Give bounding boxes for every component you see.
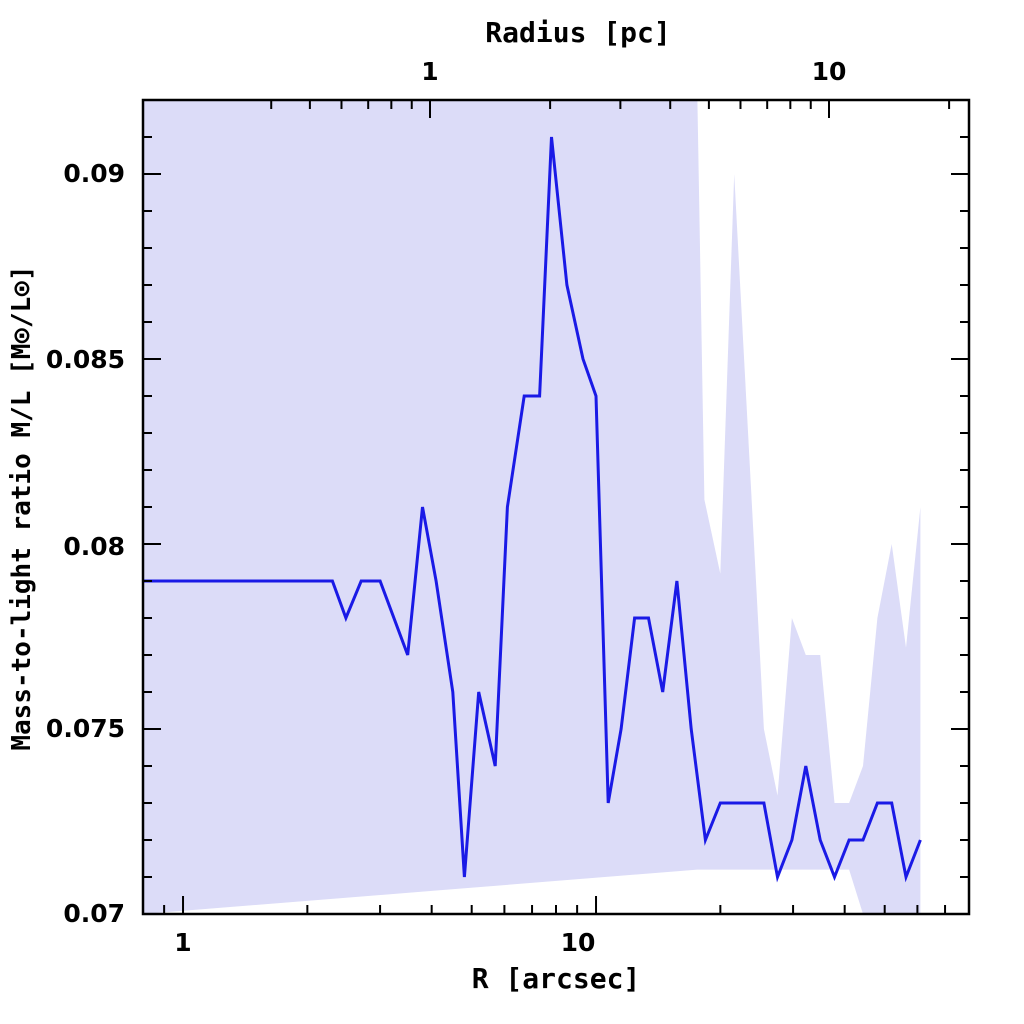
x2-tick-label-1: 1 xyxy=(421,57,438,86)
y-tick-label-0.07: 0.07 xyxy=(63,899,125,928)
y-tick-label-0.085: 0.085 xyxy=(46,345,125,374)
x-tick-label-1: 1 xyxy=(174,928,191,957)
x-axis-label: R [arcsec] xyxy=(472,962,641,995)
y-tick-label-0.08: 0.08 xyxy=(63,532,125,561)
y-axis-label: Mass-to-light ratio M/L [M⊙/L⊙] xyxy=(7,265,37,750)
uncertainty-band xyxy=(143,100,921,914)
x-tick-label-10: 10 xyxy=(561,928,596,957)
x2-axis-label: Radius [pc] xyxy=(485,16,670,49)
plot-frame xyxy=(141,98,971,916)
y-tick-label-0.075: 0.075 xyxy=(46,714,125,743)
mass-to-light-line xyxy=(143,136,922,883)
uncertainty-band-layer xyxy=(143,100,921,914)
data-line-layer xyxy=(143,136,922,883)
x2-tick-label-10: 10 xyxy=(812,57,847,86)
y-tick-label-0.09: 0.09 xyxy=(63,159,125,188)
